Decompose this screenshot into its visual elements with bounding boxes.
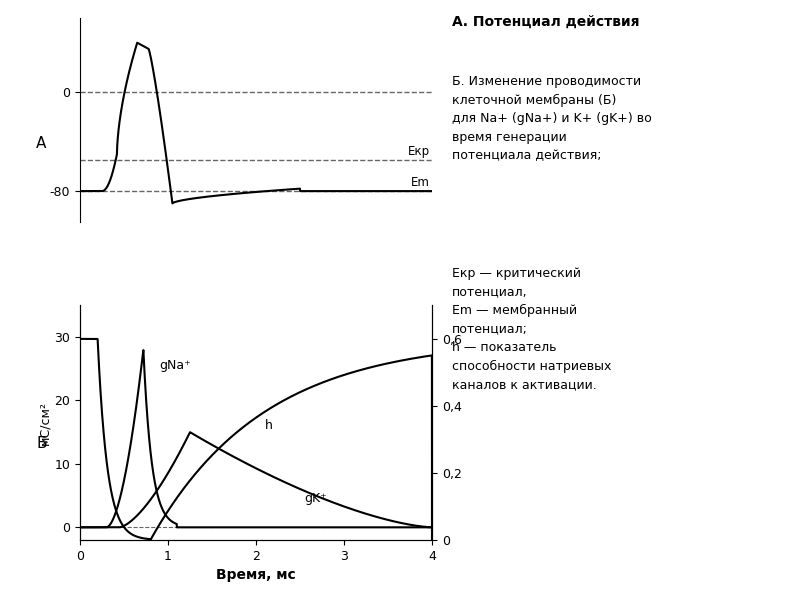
- Text: Екр: Екр: [408, 145, 430, 158]
- Text: А. Потенциал действия: А. Потенциал действия: [452, 15, 639, 29]
- Text: h: h: [265, 419, 273, 433]
- Text: Б: Б: [36, 437, 46, 451]
- Text: Em: Em: [411, 176, 430, 188]
- X-axis label: Время, мс: Время, мс: [216, 568, 296, 582]
- Text: gK⁺: gK⁺: [304, 492, 327, 505]
- Text: Екр — критический
потенциал,
Em — мембранный
потенциал;
h — показатель
способнос: Екр — критический потенциал, Em — мембра…: [452, 267, 611, 391]
- Text: Б. Изменение проводимости
клеточной мембраны (Б)
для Na+ (gNa+) и K+ (gK+) во
вр: Б. Изменение проводимости клеточной мемб…: [452, 75, 652, 162]
- Y-axis label: мС/см²: мС/см²: [38, 401, 52, 445]
- Text: gNa⁺: gNa⁺: [159, 359, 191, 372]
- Text: А: А: [36, 136, 46, 151]
